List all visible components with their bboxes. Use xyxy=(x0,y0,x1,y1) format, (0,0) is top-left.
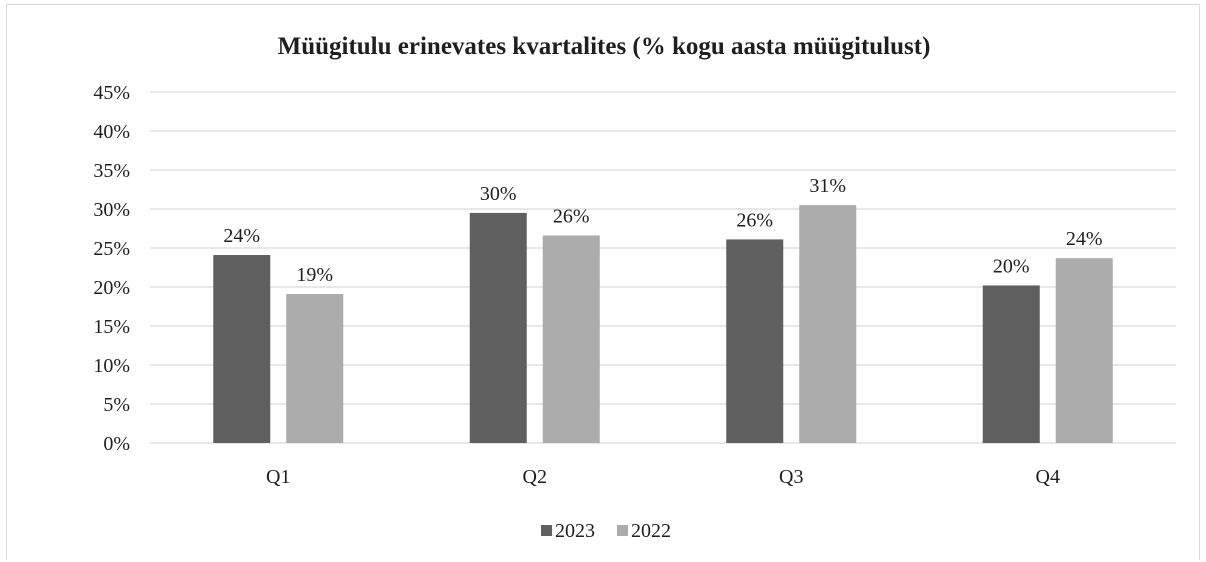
y-tick-label: 35% xyxy=(93,160,130,182)
y-tick-label: 30% xyxy=(93,199,130,221)
chart-frame xyxy=(6,4,1200,560)
legend-item-2023[interactable]: 2023 xyxy=(541,520,595,542)
chart-title: Müügitulu erinevates kvartalites (% kogu… xyxy=(278,33,931,60)
data-label: 30% xyxy=(480,183,517,205)
bar-2022-Q1[interactable] xyxy=(286,294,344,443)
legend-swatch xyxy=(617,525,628,536)
data-label: 26% xyxy=(736,209,773,231)
data-label: 24% xyxy=(1066,228,1103,250)
y-tick-label: 45% xyxy=(93,82,130,104)
y-axis-ticks: 0% 5% 10% 15% 20% 25% 30% 35% 40% 45% xyxy=(93,82,130,455)
y-tick-label: 25% xyxy=(93,238,130,260)
legend-swatch xyxy=(541,525,552,536)
y-tick-label: 20% xyxy=(93,277,130,299)
data-label: 26% xyxy=(553,206,590,228)
data-labels: 24% 19% 30% 26% 26% 31% 20% 24% xyxy=(223,175,1102,286)
legend-item-2022[interactable]: 2022 xyxy=(617,520,671,542)
data-label: 19% xyxy=(296,264,333,286)
x-axis-ticks: Q1 Q2 Q3 Q4 xyxy=(266,466,1060,488)
x-tick-label: Q2 xyxy=(523,466,547,488)
y-tick-label: 0% xyxy=(103,433,130,455)
bar-2023-Q4[interactable] xyxy=(982,285,1040,443)
y-tick-label: 40% xyxy=(93,121,130,143)
x-tick-label: Q3 xyxy=(779,466,803,488)
y-tick-label: 15% xyxy=(93,316,130,338)
data-label: 20% xyxy=(993,255,1030,277)
legend-label: 2022 xyxy=(631,520,671,542)
legend-label: 2023 xyxy=(555,520,595,542)
bar-2023-Q1[interactable] xyxy=(213,255,271,443)
bar-2023-Q2[interactable] xyxy=(469,212,527,443)
data-label: 24% xyxy=(223,225,260,247)
bar-2023-Q3[interactable] xyxy=(726,239,784,443)
bar-2022-Q3[interactable] xyxy=(799,205,857,443)
bars xyxy=(213,205,1113,443)
y-tick-label: 10% xyxy=(93,355,130,377)
bar-2022-Q2[interactable] xyxy=(542,235,600,443)
data-label: 31% xyxy=(809,175,846,197)
y-tick-label: 5% xyxy=(103,394,130,416)
bar-2022-Q4[interactable] xyxy=(1055,258,1113,443)
x-tick-label: Q1 xyxy=(266,466,290,488)
x-tick-label: Q4 xyxy=(1036,466,1060,488)
legend[interactable]: 2023 2022 xyxy=(541,520,671,542)
